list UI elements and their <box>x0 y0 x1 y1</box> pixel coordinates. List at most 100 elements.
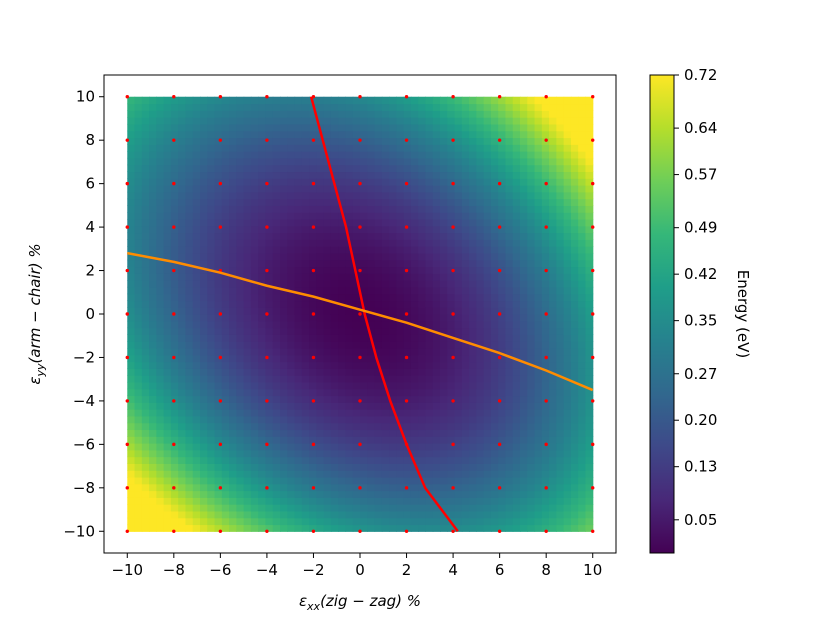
heatmap-cell <box>374 334 383 342</box>
heatmap-cell <box>418 259 427 268</box>
heatmap-cell <box>134 395 143 403</box>
heatmap-cell <box>149 218 157 227</box>
heatmap-cell <box>512 218 521 227</box>
heatmap-cell <box>229 402 237 410</box>
heatmap-cell <box>323 232 332 240</box>
heatmap-cell <box>381 422 390 431</box>
heatmap-cell <box>490 191 499 200</box>
x-tick-label: 2 <box>402 561 412 579</box>
heatmap-cell <box>440 232 448 240</box>
heatmap-cell <box>221 184 230 193</box>
heatmap-cell <box>287 524 296 532</box>
heatmap-cell <box>243 212 252 220</box>
heatmap-cell <box>301 334 310 342</box>
heatmap-cell <box>410 409 419 417</box>
heatmap-cell <box>483 470 492 478</box>
heatmap-cell <box>345 246 354 254</box>
grid-point <box>172 268 176 273</box>
heatmap-cell <box>330 497 339 505</box>
heatmap-cell <box>330 327 339 335</box>
heatmap-cell <box>563 293 572 302</box>
heatmap-cell <box>301 191 310 200</box>
heatmap-cell <box>345 300 354 308</box>
heatmap-cell <box>323 463 332 471</box>
heatmap-cell <box>403 246 412 254</box>
heatmap-cell <box>410 225 419 234</box>
heatmap-cell <box>425 422 434 431</box>
heatmap-cell <box>520 137 528 145</box>
heatmap-cell <box>483 266 492 274</box>
heatmap-cell <box>461 137 470 145</box>
heatmap-cell <box>556 157 565 166</box>
heatmap-cell <box>229 246 237 254</box>
heatmap-cell <box>425 171 434 179</box>
heatmap-cell <box>403 314 412 322</box>
heatmap-cell <box>214 327 223 335</box>
heatmap-cell <box>345 184 354 193</box>
heatmap-cell <box>156 286 165 295</box>
heatmap-cell <box>229 184 237 193</box>
heatmap-cell <box>425 463 434 471</box>
heatmap-cell <box>469 422 477 431</box>
heatmap-cell <box>505 151 514 159</box>
heatmap-cell <box>490 239 499 247</box>
heatmap-cell <box>301 497 310 505</box>
heatmap-cell <box>490 205 499 213</box>
heatmap-cell <box>316 456 325 464</box>
heatmap-cell <box>425 130 434 139</box>
heatmap-cell <box>316 354 325 363</box>
heatmap-cell <box>250 490 259 498</box>
heatmap-cell <box>563 388 572 397</box>
heatmap-cell <box>505 164 514 173</box>
heatmap-cell <box>520 232 528 240</box>
heatmap-cell <box>163 184 172 193</box>
heatmap-cell <box>265 409 274 417</box>
heatmap-cell <box>585 504 594 512</box>
heatmap-cell <box>418 96 427 105</box>
heatmap-cell <box>585 409 594 417</box>
grid-point <box>265 355 269 360</box>
heatmap-cell <box>170 422 179 431</box>
heatmap-cell <box>541 510 550 519</box>
heatmap-cell <box>163 388 172 397</box>
heatmap-cell <box>221 280 230 288</box>
heatmap-cell <box>207 314 216 322</box>
heatmap-cell <box>410 246 419 254</box>
heatmap-cell <box>156 110 165 118</box>
heatmap-cell <box>454 205 463 213</box>
heatmap-cell <box>309 409 317 417</box>
heatmap-cell <box>301 130 310 139</box>
heatmap-cell <box>396 117 405 125</box>
heatmap-cell <box>345 415 354 424</box>
heatmap-cell <box>461 388 470 397</box>
heatmap-cell <box>432 144 441 152</box>
heatmap-cell <box>338 178 347 186</box>
heatmap-cell <box>410 191 419 200</box>
heatmap-cell <box>578 266 587 274</box>
heatmap-cell <box>170 280 179 288</box>
heatmap-cell <box>425 266 434 274</box>
heatmap-cell <box>323 246 332 254</box>
heatmap-cell <box>229 137 237 145</box>
heatmap-cell <box>563 212 572 220</box>
heatmap-cell <box>396 327 405 335</box>
heatmap-cell <box>498 130 507 139</box>
heatmap-cell <box>258 144 267 152</box>
heatmap-cell <box>221 504 230 512</box>
heatmap-cell <box>476 375 485 383</box>
heatmap-cell <box>403 341 412 349</box>
heatmap-cell <box>381 218 390 227</box>
heatmap-cell <box>469 327 477 335</box>
heatmap-cell <box>374 347 383 356</box>
heatmap-cell <box>432 239 441 247</box>
heatmap-cell <box>243 395 252 403</box>
heatmap-cell <box>280 293 288 302</box>
heatmap-cell <box>134 463 143 471</box>
heatmap-cell <box>534 443 543 451</box>
heatmap-cell <box>585 184 594 193</box>
colorbar-tick-label: 0.57 <box>684 166 717 184</box>
heatmap-cell <box>469 470 477 478</box>
heatmap-cell <box>563 463 572 471</box>
heatmap-cell <box>403 96 412 105</box>
heatmap-cell <box>512 463 521 471</box>
